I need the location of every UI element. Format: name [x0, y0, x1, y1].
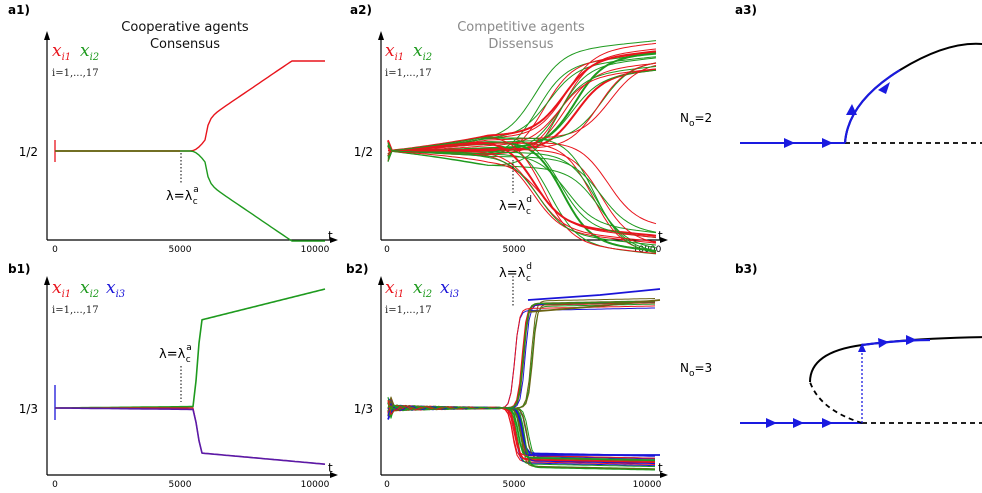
agent-trajectory-28-b2: [387, 400, 656, 459]
agent-trajectory-0-b2: [387, 301, 656, 413]
y-label-a2: 1/2: [354, 145, 373, 159]
agent-index-a2: i=1,...,17: [385, 68, 432, 79]
x-tick-5000-a1: 5000: [169, 245, 192, 255]
legend-b1: xi1 xi2 xi3 i=1,...,17: [52, 278, 125, 316]
x-tick-10000-a1: 10000: [301, 245, 330, 255]
lambda-annotation-a2: λ=λd c: [499, 195, 532, 217]
legend-x-i3-b1: xi3: [106, 278, 125, 300]
t-axis-label-a2: t: [658, 229, 663, 243]
x-tick-0-b2: 0: [384, 480, 390, 490]
agent-index-a1: i=1,...,17: [52, 68, 99, 79]
agent-trajectory-31-a2: [387, 136, 657, 239]
legend-b2: xi1 xi2 xi3 i=1,...,17: [385, 278, 459, 316]
legend-x-i1-a2: xi1: [385, 41, 404, 63]
series-lines-b2: [387, 288, 661, 471]
agent-trajectory-18-b2: [387, 301, 656, 411]
agent-trajectory-29-b2: [387, 405, 655, 471]
lambda-annotation-b1: λ=λa c: [159, 343, 192, 365]
agent-trajectory-24-b2: [387, 305, 656, 411]
axes-b2: [378, 276, 668, 478]
panel-a3: a3) No=2: [680, 3, 982, 148]
panel-label-a3: a3): [735, 3, 757, 17]
agent-trajectory-33-a2: [387, 142, 657, 246]
y-label-a1: 1/2: [19, 145, 38, 159]
panel-label-a2: a2): [350, 3, 372, 17]
agent-index-b2: i=1,...,17: [385, 305, 432, 316]
title-line2-a2: Dissensus: [488, 37, 553, 52]
x-tick-0-b1: 0: [52, 480, 58, 490]
agent-trajectory-22-a2: [387, 142, 657, 225]
panel-b1: b1) 0 5000 10000 t 1/3 xi1 xi2 xi3 i=1,.…: [8, 262, 338, 490]
series-line-x-i3-b1: [55, 407, 326, 465]
x-tick-0-a1: 0: [52, 245, 58, 255]
x-tick-0-a2: 0: [384, 245, 390, 255]
panel-label-b2: b2): [346, 262, 368, 276]
title-line2-a1: Consensus: [150, 37, 220, 52]
legend-x-i2-b2: xi2: [413, 278, 432, 300]
agent-trajectory-24-a2: [387, 149, 657, 244]
title-line1-a1: Cooperative agents: [121, 20, 249, 35]
upper-branch-blue-b2: [527, 288, 661, 301]
panel-label-b1: b1): [8, 262, 30, 276]
x-tick-5000-b2: 5000: [503, 480, 526, 490]
panel-label-a1: a1): [8, 3, 30, 17]
y-label-b2: 1/3: [354, 402, 373, 416]
x-tick-10000-b1: 10000: [301, 480, 330, 490]
y-label-b1: 1/3: [19, 402, 38, 416]
legend-a1: xi1 xi2 i=1,...,17: [52, 41, 99, 79]
t-axis-label-b2: t: [658, 461, 663, 475]
axes-a1: [44, 31, 338, 243]
bifurcation-diagram-b3: [740, 335, 982, 428]
agent-trajectory-27-a2: [387, 150, 657, 233]
x-tick-5000-a2: 5000: [503, 245, 526, 255]
series-lines-a1: [54, 60, 325, 242]
legend-a2: xi1 xi2 i=1,...,17: [385, 41, 432, 79]
title-line1-a2: Competitive agents: [457, 20, 585, 35]
series-line-x-i1-b1: [55, 407, 326, 465]
lambda-annotation-a1: λ=λa c: [166, 185, 199, 207]
x-tick-10000-b2: 10000: [633, 480, 662, 490]
bifurcation-diagram-a3: [740, 42, 982, 148]
legend-x-i1-a1: xi1: [52, 41, 71, 63]
agent-trajectory-21-a2: [387, 141, 657, 252]
series-lines-b1: [54, 288, 326, 465]
panel-b3: b3) No=3: [680, 262, 982, 428]
legend-x-i2-a2: xi2: [413, 41, 432, 63]
t-axis-label-b1: t: [328, 461, 333, 475]
axes-b1: [44, 276, 338, 478]
legend-x-i1-b2: xi1: [385, 278, 404, 300]
legend-x-i2-b1: xi2: [80, 278, 99, 300]
x-tick-5000-b1: 5000: [169, 480, 192, 490]
agent-trajectory-26-a2: [387, 136, 657, 254]
legend-x-i2-a1: xi2: [80, 41, 99, 63]
no-label-b3: No=3: [680, 361, 712, 379]
panel-label-b3: b3): [735, 262, 757, 276]
agent-trajectory-27-b2: [387, 301, 656, 412]
agent-trajectory-30-a2: [387, 150, 657, 243]
panel-a1: a1) Cooperative agents Consensus 0 5000 …: [8, 3, 338, 255]
no-label-a3: No=2: [680, 111, 712, 129]
panel-b2: b2) 0 5000 10000 t 1/3 xi1 xi2 xi3 i=1,.…: [346, 262, 668, 490]
series-lines-a2: [387, 40, 657, 255]
panel-a2: a2) Competitive agents Dissensus 0 5000 …: [350, 3, 668, 255]
agent-index-b1: i=1,...,17: [52, 305, 99, 316]
agent-trajectory-21-b2: [387, 300, 656, 414]
t-axis-label-a1: t: [328, 229, 333, 243]
legend-x-i3-b2: xi3: [440, 278, 459, 300]
upper-branch-olive-b2: [527, 299, 661, 313]
agent-trajectory-23-a2: [387, 150, 657, 234]
legend-x-i1-b1: xi1: [52, 278, 71, 300]
lambda-annotation-b2: λ=λd c: [499, 262, 532, 284]
